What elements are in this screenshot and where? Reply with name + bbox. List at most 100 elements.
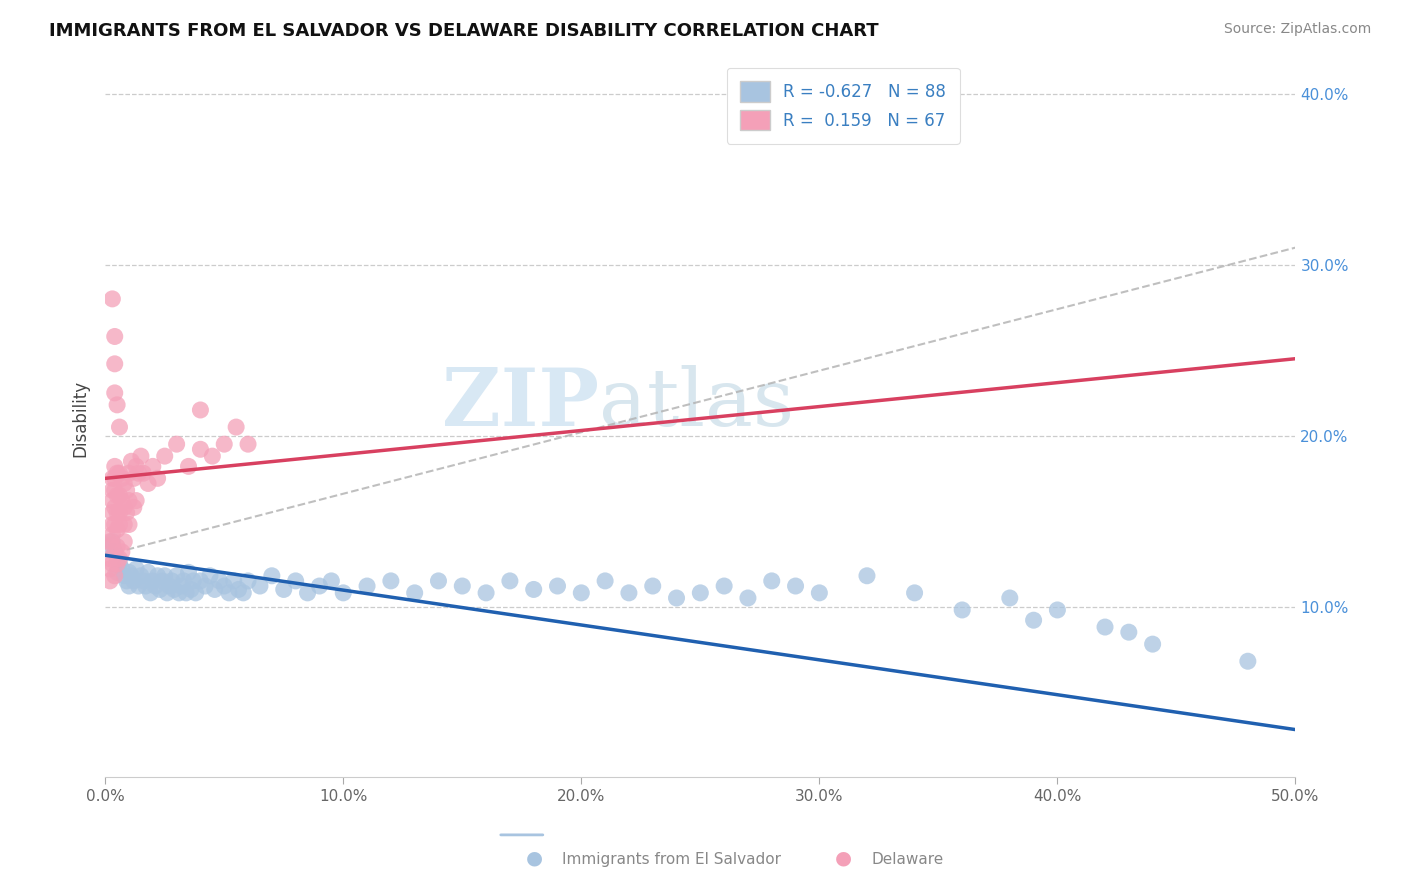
Point bbox=[950, 603, 973, 617]
Point bbox=[105, 398, 128, 412]
Point bbox=[118, 493, 141, 508]
Point bbox=[104, 500, 127, 515]
Point bbox=[222, 574, 245, 588]
Text: ●: ● bbox=[835, 848, 852, 867]
Point bbox=[101, 471, 124, 485]
Point bbox=[98, 551, 121, 566]
Point bbox=[143, 579, 166, 593]
Point bbox=[112, 476, 135, 491]
Point bbox=[108, 420, 131, 434]
Point bbox=[190, 403, 212, 417]
Point bbox=[903, 586, 925, 600]
Point bbox=[120, 454, 142, 468]
Point bbox=[108, 467, 131, 481]
Point bbox=[236, 437, 259, 451]
Point bbox=[115, 506, 138, 520]
Point bbox=[105, 506, 128, 520]
Text: Immigrants from El Salvador: Immigrants from El Salvador bbox=[562, 852, 782, 867]
Point bbox=[308, 579, 330, 593]
Point bbox=[160, 574, 183, 588]
Point bbox=[111, 562, 134, 576]
Point bbox=[118, 579, 141, 593]
Point bbox=[115, 574, 138, 588]
Point bbox=[108, 488, 131, 502]
Point bbox=[198, 568, 221, 582]
Point bbox=[101, 557, 124, 571]
Text: IMMIGRANTS FROM EL SALVADOR VS DELAWARE DISABILITY CORRELATION CHART: IMMIGRANTS FROM EL SALVADOR VS DELAWARE … bbox=[49, 22, 879, 40]
Point bbox=[122, 500, 145, 515]
Text: ZIP: ZIP bbox=[441, 365, 599, 443]
Point bbox=[177, 459, 200, 474]
Point bbox=[108, 551, 131, 566]
Point bbox=[101, 493, 124, 508]
Point bbox=[105, 557, 128, 571]
Point bbox=[212, 437, 235, 451]
Point bbox=[118, 517, 141, 532]
Point bbox=[569, 586, 592, 600]
Point bbox=[228, 582, 250, 597]
Point bbox=[125, 459, 148, 474]
Point bbox=[641, 579, 664, 593]
Point bbox=[523, 582, 546, 597]
Point bbox=[167, 586, 190, 600]
Point bbox=[146, 471, 169, 485]
Point bbox=[104, 459, 127, 474]
Point bbox=[153, 568, 176, 582]
Point bbox=[617, 586, 640, 600]
Point bbox=[105, 488, 128, 502]
Point bbox=[136, 476, 159, 491]
Point bbox=[1022, 613, 1045, 627]
Point bbox=[129, 449, 152, 463]
Point bbox=[108, 506, 131, 520]
Point bbox=[101, 483, 124, 498]
Point bbox=[125, 493, 148, 508]
Point bbox=[737, 591, 759, 605]
Point bbox=[105, 467, 128, 481]
Point bbox=[129, 568, 152, 582]
Point bbox=[380, 574, 402, 588]
Point bbox=[101, 506, 124, 520]
Point bbox=[98, 534, 121, 549]
Point bbox=[128, 467, 150, 481]
Legend: R = -0.627   N = 88, R =  0.159   N = 67: R = -0.627 N = 88, R = 0.159 N = 67 bbox=[727, 68, 960, 144]
Point bbox=[115, 483, 138, 498]
Point bbox=[785, 579, 807, 593]
Text: Delaware: Delaware bbox=[872, 852, 943, 867]
Point bbox=[108, 557, 131, 571]
Point bbox=[98, 562, 121, 576]
Point bbox=[190, 574, 212, 588]
Point bbox=[427, 574, 450, 588]
Point bbox=[808, 586, 831, 600]
Point bbox=[139, 586, 162, 600]
Point bbox=[163, 582, 186, 597]
Point bbox=[101, 292, 124, 306]
Point bbox=[104, 517, 127, 532]
Point bbox=[104, 385, 127, 400]
Point bbox=[132, 467, 155, 481]
Point bbox=[232, 586, 254, 600]
Text: Source: ZipAtlas.com: Source: ZipAtlas.com bbox=[1223, 22, 1371, 37]
Point bbox=[101, 538, 124, 552]
Point bbox=[142, 459, 165, 474]
Point bbox=[181, 574, 204, 588]
Point bbox=[236, 574, 259, 588]
Point bbox=[111, 471, 134, 485]
Point bbox=[284, 574, 307, 588]
Point bbox=[593, 574, 616, 588]
Point bbox=[713, 579, 735, 593]
Point bbox=[128, 579, 150, 593]
Point bbox=[173, 574, 195, 588]
Point bbox=[404, 586, 426, 600]
Point bbox=[105, 566, 128, 580]
Point bbox=[104, 483, 127, 498]
Point bbox=[177, 566, 200, 580]
Point bbox=[297, 586, 319, 600]
Point bbox=[356, 579, 378, 593]
Point bbox=[190, 442, 212, 457]
Point bbox=[856, 568, 879, 582]
Text: atlas: atlas bbox=[599, 365, 794, 443]
Point bbox=[101, 534, 124, 549]
Point bbox=[105, 523, 128, 537]
Point bbox=[122, 574, 145, 588]
Point bbox=[105, 551, 128, 566]
